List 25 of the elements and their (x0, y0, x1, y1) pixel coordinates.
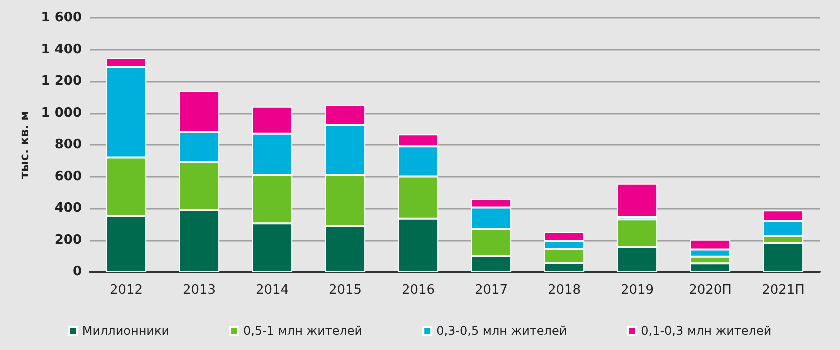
y-tick-label: 400 (54, 201, 82, 216)
bar (617, 184, 658, 218)
x-tick-label: 2012 (110, 283, 144, 298)
y-tick-label: 800 (54, 138, 82, 152)
y-tick-label: 1 400 (41, 42, 82, 58)
x-tick-label: 2018 (548, 283, 582, 298)
y-tick-label: 1 600 (41, 10, 82, 26)
x-tick-label: 2013 (182, 283, 216, 298)
legend-label: 0,5-1 млн жителей (244, 324, 363, 338)
x-tick-label: 2014 (256, 283, 290, 298)
y-tick-label: 1 000 (41, 106, 82, 121)
y-axis-title: тыс. кв. м (17, 111, 32, 179)
legend-label: 0,1-0,3 млн жителей (641, 324, 772, 338)
x-tick-label: 2021П (762, 283, 805, 298)
x-tick-label: 2016 (402, 283, 436, 298)
y-tick-label: 600 (54, 169, 82, 184)
x-tick-label: 2017 (474, 283, 508, 298)
x-tick-label: 2019 (620, 283, 654, 298)
legend-label: 0,3-0,5 млн жителей (436, 324, 568, 338)
x-tick-label: 2020П (689, 283, 732, 298)
y-tick-label: 0 (72, 264, 82, 280)
y-tick-label: 200 (54, 232, 82, 248)
x-tick-label: 2015 (328, 283, 362, 298)
y-tick-label: 1 200 (41, 74, 82, 89)
legend-label: Миллионники (82, 324, 170, 338)
